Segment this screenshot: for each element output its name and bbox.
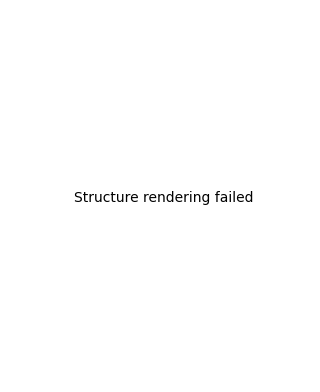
Text: Structure rendering failed: Structure rendering failed	[74, 191, 254, 205]
